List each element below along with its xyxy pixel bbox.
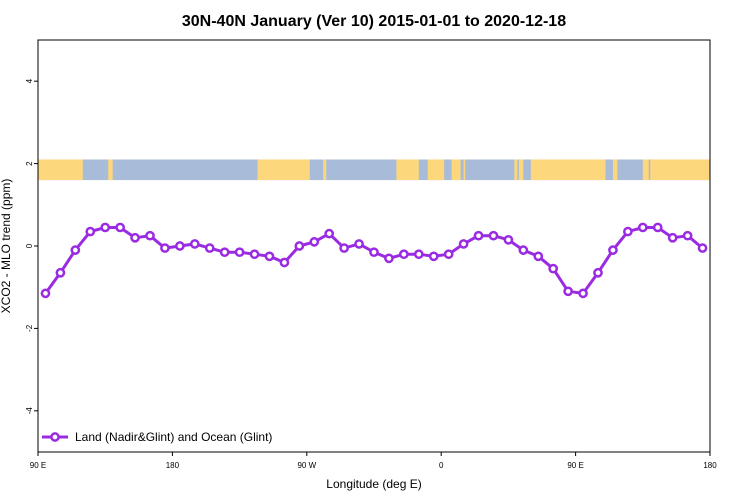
data-point xyxy=(130,232,140,243)
data-point xyxy=(667,232,678,243)
data-point xyxy=(100,222,111,233)
data-point xyxy=(593,267,603,278)
data-point xyxy=(219,247,230,258)
data-point xyxy=(458,239,469,249)
data-point xyxy=(637,222,648,233)
y-tick-label: -2 xyxy=(25,324,34,332)
data-point xyxy=(533,251,544,262)
x-tick-label: 90 W xyxy=(297,461,316,470)
data-point xyxy=(354,239,364,249)
x-tick-label: 180 xyxy=(703,461,717,470)
x-axis-ticks: 90 E 180 90 W 0 90 E 180 xyxy=(30,452,717,470)
data-point xyxy=(264,251,275,262)
land-segment xyxy=(323,159,327,181)
land-segment xyxy=(642,159,649,181)
legend-label: Land (Nadir&Glint) and Ocean (Glint) xyxy=(75,430,272,444)
y-tick-label: -4 xyxy=(25,407,34,415)
data-point xyxy=(55,267,66,278)
land-band xyxy=(38,159,710,181)
plot-frame xyxy=(37,39,711,453)
data-point xyxy=(697,243,708,253)
land-segment xyxy=(612,159,618,181)
data-point xyxy=(488,230,499,241)
data-point xyxy=(503,234,514,245)
data-point xyxy=(399,249,409,260)
x-tick-label: 90 E xyxy=(567,461,583,470)
ocean-band xyxy=(38,159,710,181)
data-point xyxy=(518,245,529,255)
data-point xyxy=(160,243,170,253)
data-point xyxy=(548,263,559,274)
x-tick-label: 90 E xyxy=(30,461,46,470)
land-segment xyxy=(427,159,445,181)
data-point xyxy=(70,245,81,255)
land-segment xyxy=(463,159,466,181)
x-tick-label: 0 xyxy=(439,461,444,470)
series-points xyxy=(40,222,708,299)
data-point xyxy=(279,257,290,268)
data-point xyxy=(115,222,125,233)
data-point xyxy=(40,288,51,299)
x-axis-label: Longitude (deg E) xyxy=(326,477,421,491)
data-point xyxy=(473,230,484,241)
legend: Land (Nadir&Glint) and Ocean (Glint) xyxy=(42,430,272,444)
land-ocean-strip xyxy=(38,159,710,181)
data-point xyxy=(428,251,439,262)
y-tick-label: 2 xyxy=(25,161,34,166)
data-point xyxy=(249,249,260,260)
data-point xyxy=(294,241,305,251)
data-point xyxy=(85,226,96,237)
data-point xyxy=(175,241,185,251)
data-point xyxy=(324,228,335,239)
data-point xyxy=(234,247,245,258)
chart-title: 30N-40N January (Ver 10) 2015-01-01 to 2… xyxy=(182,13,566,30)
data-point xyxy=(682,230,693,241)
data-point xyxy=(413,249,424,260)
data-point xyxy=(578,288,588,299)
y-tick-label: 4 xyxy=(25,78,34,83)
land-segment xyxy=(38,159,83,181)
data-point xyxy=(145,230,155,241)
data-point xyxy=(608,245,618,255)
data-point xyxy=(309,237,320,247)
y-axis-ticks: -4 -2 0 2 4 xyxy=(25,78,38,414)
series-line xyxy=(44,226,704,295)
data-point xyxy=(652,222,663,233)
data-point xyxy=(339,243,349,253)
data-point xyxy=(204,243,215,253)
y-axis-label: XCO2 - MLO trend (ppm) xyxy=(0,179,13,314)
data-point xyxy=(189,239,200,249)
legend-marker-swatch xyxy=(50,432,60,442)
land-segment xyxy=(108,159,113,181)
data-point xyxy=(384,253,394,264)
land-segment xyxy=(530,159,606,181)
land-segment xyxy=(451,159,461,181)
land-segment xyxy=(650,159,710,181)
land-segment xyxy=(514,159,518,181)
land-segment xyxy=(257,159,310,181)
data-point xyxy=(623,226,633,237)
x-tick-label: 180 xyxy=(166,461,180,470)
land-segment xyxy=(396,159,419,181)
data-point xyxy=(443,249,454,260)
data-point xyxy=(563,286,573,297)
data-point xyxy=(369,247,379,258)
land-segment xyxy=(518,159,524,181)
y-tick-label: 0 xyxy=(25,243,34,248)
